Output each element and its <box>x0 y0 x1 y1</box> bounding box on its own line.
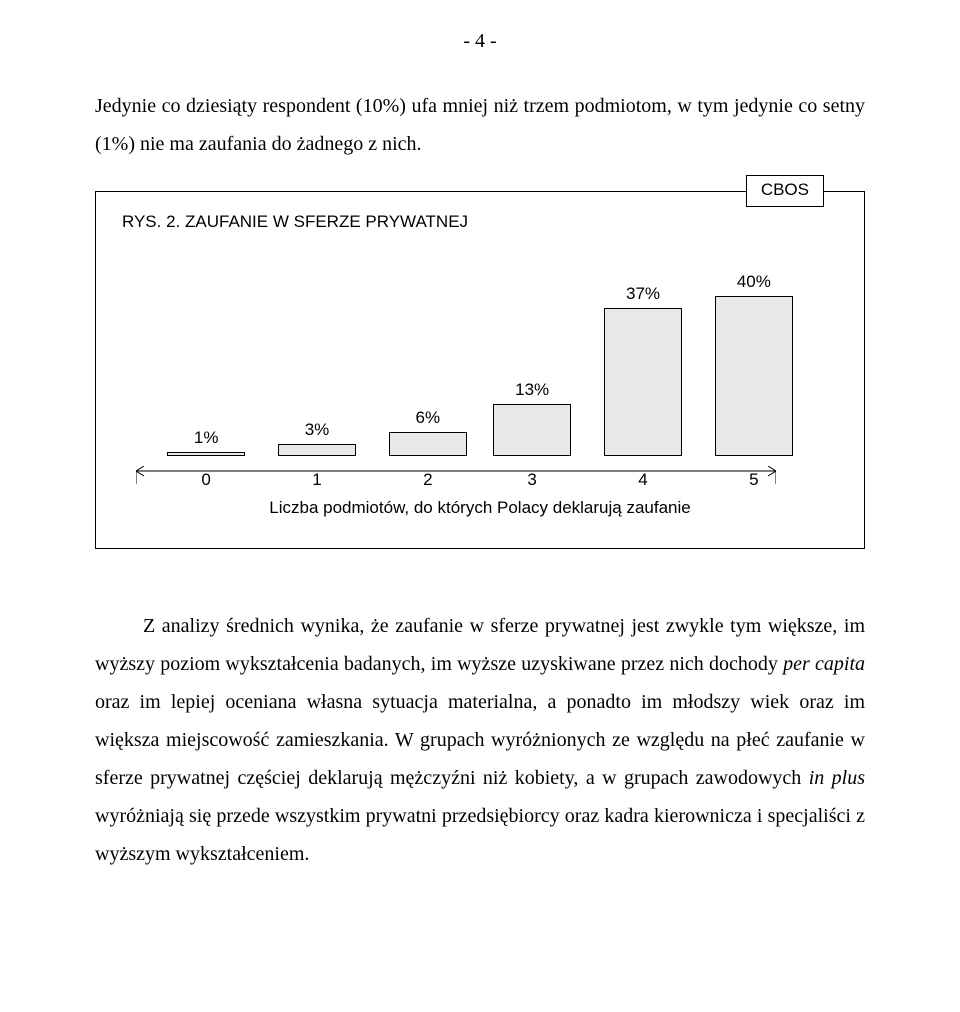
bar-rect <box>167 452 245 456</box>
chart-box: CBOS RYS. 2. ZAUFANIE W SFERZE PRYWATNEJ… <box>95 191 865 549</box>
body-text-run: oraz im lepiej oceniana własna sytuacja … <box>95 691 865 789</box>
x-tick-label: 5 <box>749 470 758 490</box>
bar-value-label: 3% <box>305 420 330 440</box>
x-axis-caption: Liczba podmiotów, do których Polacy dekl… <box>136 498 824 518</box>
page-number: - 4 - <box>95 30 865 53</box>
bar-value-label: 40% <box>737 272 771 292</box>
bar-rect <box>389 432 467 456</box>
page: - 4 - Jedynie co dziesiąty respondent (1… <box>0 0 960 1012</box>
bar-rect <box>278 444 356 456</box>
body-paragraph: Z analizy średnich wynika, że zaufanie w… <box>95 607 865 873</box>
bar-5: 40% <box>715 272 793 456</box>
bar-value-label: 1% <box>194 428 219 448</box>
x-tick-label: 0 <box>201 470 210 490</box>
bar-rect <box>715 296 793 456</box>
bar-rect <box>604 308 682 456</box>
x-tick-label: 3 <box>527 470 536 490</box>
chart-title: RYS. 2. ZAUFANIE W SFERZE PRYWATNEJ <box>122 212 468 232</box>
x-tick-label: 2 <box>423 470 432 490</box>
italic-term: in plus <box>809 767 865 789</box>
axis-area: 0 1 2 3 4 5 Liczba podmiotów, do których Pola… <box>136 458 824 528</box>
bar-1: 3% <box>278 420 356 456</box>
bar-value-label: 37% <box>626 284 660 304</box>
cbos-badge: CBOS <box>746 175 824 207</box>
bars-area: 1% 3% 6% 13% 37% 40% <box>154 256 806 456</box>
bar-value-label: 13% <box>515 380 549 400</box>
bar-3: 13% <box>493 380 571 456</box>
bar-rect <box>493 404 571 456</box>
italic-term: per capita <box>783 653 865 675</box>
bar-4: 37% <box>604 284 682 456</box>
intro-paragraph: Jedynie co dziesiąty respondent (10%) uf… <box>95 87 865 163</box>
body-text-run: Z analizy średnich wynika, że zaufanie w… <box>95 615 865 675</box>
x-tick-label: 4 <box>638 470 647 490</box>
x-axis-labels: 0 1 2 3 4 5 <box>154 470 806 494</box>
bar-value-label: 6% <box>416 408 441 428</box>
x-tick-label: 1 <box>312 470 321 490</box>
bar-2: 6% <box>389 408 467 456</box>
body-text-run: wyróżniają się przede wszystkim prywatni… <box>95 805 865 865</box>
bar-0: 1% <box>167 428 245 456</box>
